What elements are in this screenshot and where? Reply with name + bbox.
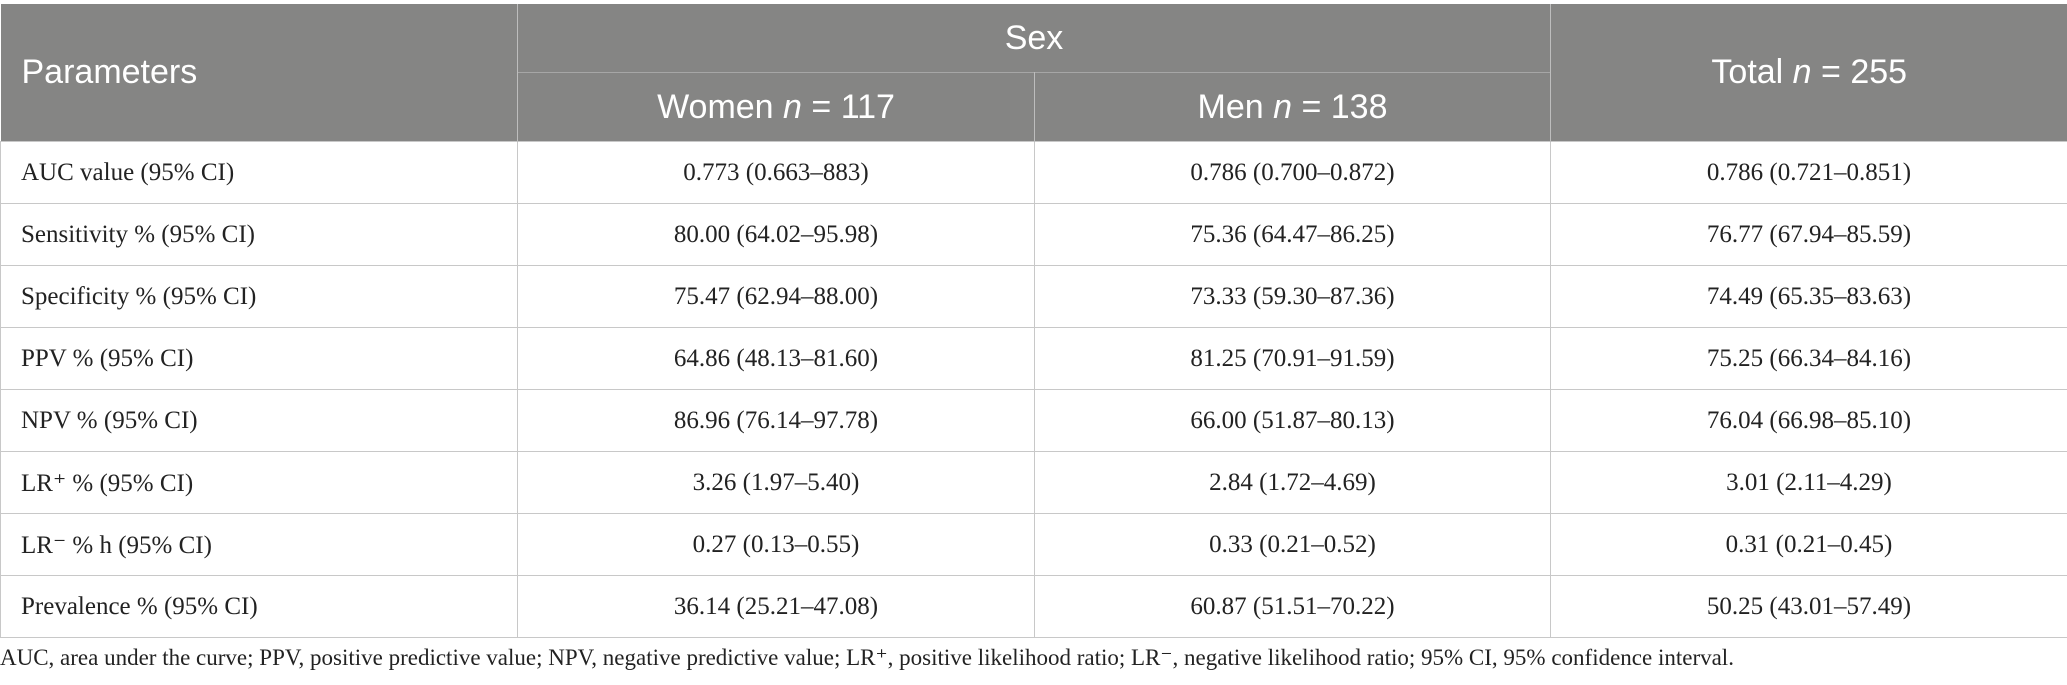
cell-total: 50.25 (43.01–57.49) xyxy=(1550,575,2067,638)
header-total-label: Total xyxy=(1711,53,1793,91)
cell-men: 60.87 (51.51–70.22) xyxy=(1034,575,1551,638)
cell-men: 73.33 (59.30–87.36) xyxy=(1034,265,1551,328)
header-women-label: Women xyxy=(657,87,784,126)
cell-total: 0.786 (0.721–0.851) xyxy=(1550,141,2067,204)
cell-men: 66.00 (51.87–80.13) xyxy=(1034,389,1551,452)
cell-total: 0.31 (0.21–0.45) xyxy=(1550,513,2067,576)
header-men-n: n xyxy=(1273,87,1293,126)
cell-women: 3.26 (1.97–5.40) xyxy=(517,451,1035,514)
cell-parameter: AUC value (95% CI) xyxy=(0,141,518,204)
cell-parameter: NPV % (95% CI) xyxy=(0,389,518,452)
table-row: Sensitivity % (95% CI) 80.00 (64.02–95.9… xyxy=(0,203,2067,266)
cell-men: 75.36 (64.47–86.25) xyxy=(1034,203,1551,266)
header-women: Women n = 117 xyxy=(517,72,1035,142)
cell-women: 80.00 (64.02–95.98) xyxy=(517,203,1035,266)
cell-women: 86.96 (76.14–97.78) xyxy=(517,389,1035,452)
header-men-label: Men xyxy=(1197,87,1274,126)
table-row: LR⁻ % h (95% CI) 0.27 (0.13–0.55) 0.33 (… xyxy=(0,513,2067,576)
cell-men: 81.25 (70.91–91.59) xyxy=(1034,327,1551,390)
table-row: Prevalence % (95% CI) 36.14 (25.21–47.08… xyxy=(0,575,2067,638)
header-sex: Sex xyxy=(517,4,1551,73)
table-container: Parameters Sex Total n = 255 Women n = 1… xyxy=(0,4,2067,638)
header-total: Total n = 255 xyxy=(1550,4,2067,142)
cell-women: 64.86 (48.13–81.60) xyxy=(517,327,1035,390)
cell-total: 3.01 (2.11–4.29) xyxy=(1550,451,2067,514)
cell-women: 75.47 (62.94–88.00) xyxy=(517,265,1035,328)
cell-total: 75.25 (66.34–84.16) xyxy=(1550,327,2067,390)
header-total-count: = 255 xyxy=(1811,53,1908,91)
table-row: Specificity % (95% CI) 75.47 (62.94–88.0… xyxy=(0,265,2067,328)
table-row: AUC value (95% CI) 0.773 (0.663–883) 0.7… xyxy=(0,141,2067,204)
cell-women: 0.773 (0.663–883) xyxy=(517,141,1035,204)
table-body: AUC value (95% CI) 0.773 (0.663–883) 0.7… xyxy=(0,141,2067,638)
table-row: PPV % (95% CI) 64.86 (48.13–81.60) 81.25… xyxy=(0,327,2067,390)
header-women-n: n xyxy=(783,87,802,126)
header-parameters: Parameters xyxy=(0,4,518,142)
table-row: NPV % (95% CI) 86.96 (76.14–97.78) 66.00… xyxy=(0,389,2067,452)
header-women-count: = 117 xyxy=(801,87,895,126)
header-men-count: = 138 xyxy=(1292,87,1388,126)
table-header: Parameters Sex Total n = 255 Women n = 1… xyxy=(0,4,2067,142)
cell-men: 2.84 (1.72–4.69) xyxy=(1034,451,1551,514)
cell-total: 74.49 (65.35–83.63) xyxy=(1550,265,2067,328)
header-men: Men n = 138 xyxy=(1034,72,1551,142)
cell-parameter: LR⁻ % h (95% CI) xyxy=(0,513,518,576)
cell-parameter: LR⁺ % (95% CI) xyxy=(0,451,518,514)
cell-parameter: Sensitivity % (95% CI) xyxy=(0,203,518,266)
cell-parameter: Specificity % (95% CI) xyxy=(0,265,518,328)
cell-men: 0.786 (0.700–0.872) xyxy=(1034,141,1551,204)
header-total-n: n xyxy=(1792,53,1812,91)
cell-parameter: PPV % (95% CI) xyxy=(0,327,518,390)
cell-total: 76.04 (66.98–85.10) xyxy=(1550,389,2067,452)
table-footnote: AUC, area under the curve; PPV, positive… xyxy=(0,645,1734,670)
cell-women: 0.27 (0.13–0.55) xyxy=(517,513,1035,576)
cell-parameter: Prevalence % (95% CI) xyxy=(0,575,518,638)
results-table: Parameters Sex Total n = 255 Women n = 1… xyxy=(0,4,2067,638)
cell-men: 0.33 (0.21–0.52) xyxy=(1034,513,1551,576)
table-row: LR⁺ % (95% CI) 3.26 (1.97–5.40) 2.84 (1.… xyxy=(0,451,2067,514)
cell-women: 36.14 (25.21–47.08) xyxy=(517,575,1035,638)
cell-total: 76.77 (67.94–85.59) xyxy=(1550,203,2067,266)
